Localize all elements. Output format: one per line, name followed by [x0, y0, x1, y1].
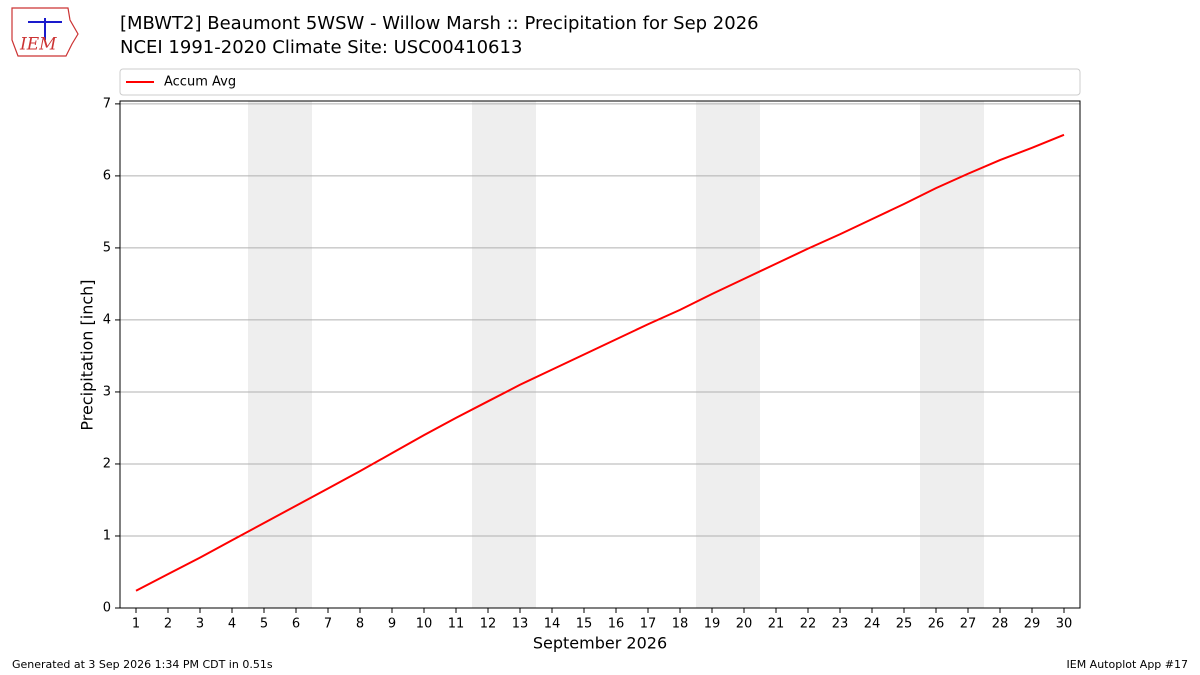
y-tick-label: 2 [103, 456, 111, 471]
weekend-shade [248, 101, 312, 608]
x-tick-label: 11 [448, 617, 465, 632]
x-tick-label: 22 [800, 617, 817, 632]
x-tick-label: 20 [736, 617, 753, 632]
y-tick-label: 6 [103, 168, 111, 183]
y-tick-label: 0 [103, 601, 111, 616]
y-tick-label: 4 [103, 312, 111, 327]
logo: IEM [11, 7, 79, 57]
x-tick-label: 3 [196, 617, 204, 632]
y-axis-label: Precipitation [inch] [78, 279, 97, 430]
logo-text: IEM [19, 35, 57, 55]
chart-subtitle: NCEI 1991-2020 Climate Site: USC00410613 [120, 37, 522, 58]
x-tick-label: 23 [832, 617, 849, 632]
x-tick-label: 2 [164, 617, 172, 632]
x-tick-label: 27 [960, 617, 977, 632]
x-tick-label: 17 [640, 617, 657, 632]
chart-title: [MBWT2] Beaumont 5WSW - Willow Marsh :: … [120, 13, 759, 34]
y-tick-label: 3 [103, 384, 111, 399]
x-tick-label: 16 [608, 617, 625, 632]
y-tick-label: 1 [103, 528, 111, 543]
x-axis-label: September 2026 [533, 634, 667, 653]
x-tick-label: 28 [992, 617, 1009, 632]
x-tick-label: 14 [544, 617, 561, 632]
weekend-shade [920, 101, 984, 608]
x-tick-label: 10 [416, 617, 433, 632]
x-tick-label: 12 [480, 617, 497, 632]
logo-outline [11, 7, 79, 57]
x-tick-label: 4 [228, 617, 236, 632]
x-tick-label: 18 [672, 617, 689, 632]
x-tick-label: 24 [864, 617, 881, 632]
y-tick-label: 7 [103, 96, 111, 111]
x-tick-label: 30 [1056, 617, 1073, 632]
x-tick-label: 13 [512, 617, 529, 632]
x-tick-label: 25 [896, 617, 913, 632]
x-tick-label: 1 [132, 617, 140, 632]
x-tick-label: 8 [356, 617, 364, 632]
x-tick-label: 5 [260, 617, 268, 632]
x-tick-label: 7 [324, 617, 332, 632]
weekend-shade [696, 101, 760, 608]
y-tick-label: 5 [103, 240, 111, 255]
weekend-shade [472, 101, 536, 608]
plot-frame [119, 100, 1081, 609]
x-tick-label: 9 [388, 617, 396, 632]
x-tick-label: 19 [704, 617, 721, 632]
legend-box [119, 68, 1081, 96]
footer-left: Generated at 3 Sep 2026 1:34 PM CDT in 0… [12, 658, 273, 671]
legend-label: Accum Avg [164, 75, 236, 90]
x-tick-label: 6 [292, 617, 300, 632]
footer-right: IEM Autoplot App #17 [1067, 658, 1189, 671]
x-tick-label: 15 [576, 617, 593, 632]
x-tick-label: 21 [768, 617, 785, 632]
x-tick-label: 29 [1024, 617, 1041, 632]
line-series [135, 133, 1065, 592]
x-tick-label: 26 [928, 617, 945, 632]
